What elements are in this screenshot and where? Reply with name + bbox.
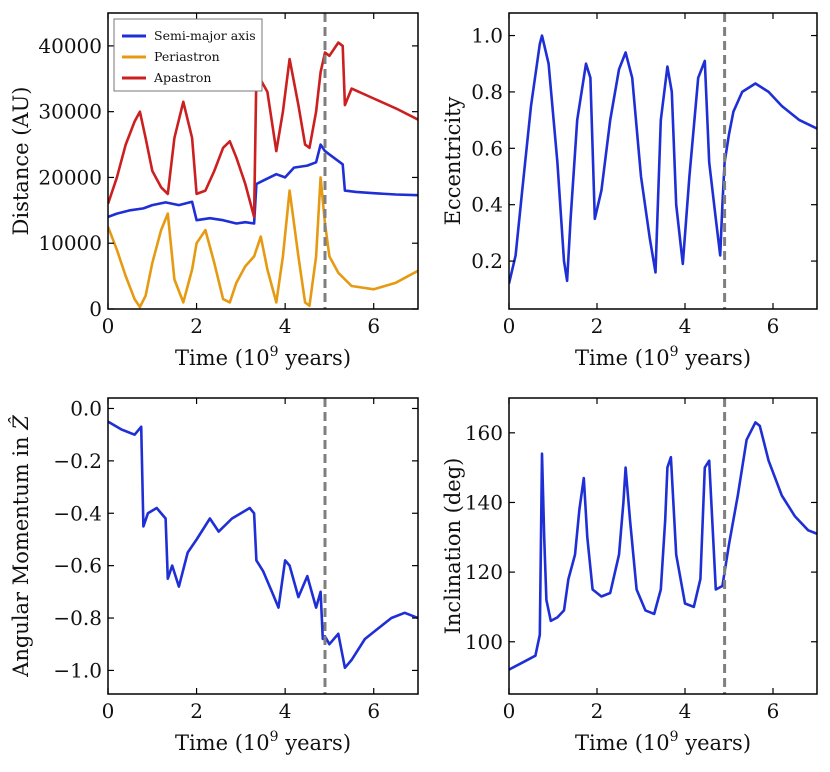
y-tick-label: 140 [465, 490, 503, 514]
x-axis-label: Time (109 years) [575, 344, 751, 370]
y-tick-label: −1.0 [53, 658, 102, 682]
y-tick-label: 100 [465, 630, 503, 654]
y-tick-label: 10000 [38, 231, 102, 255]
x-tick-label: 4 [679, 699, 692, 723]
legend-label-apastron: Apastron [153, 70, 211, 85]
plot-area-angular-momentum [108, 420, 418, 670]
x-axis-label-tail: years) [279, 346, 352, 370]
y-axis-label: Eccentricity [441, 96, 465, 225]
legend: Semi-major axis Periastron Apastron [113, 18, 263, 92]
panel-inclination: 0 2 4 6 100 120 140 160 Time (109 years) Inclin… [441, 397, 818, 755]
y-axis-label: Angular Momentum in Ẑ [9, 415, 33, 678]
legend-label-semi-major: Semi-major axis [154, 28, 256, 43]
x-axis-label-exponent: 9 [270, 344, 279, 360]
x-axis-label-tail: years) [679, 731, 752, 755]
ticks-distance: 0 2 4 6 0 10000 20000 30000 40000 [38, 13, 418, 338]
axes-frame-eccentricity [508, 12, 818, 310]
x-axis-label-tail: years) [279, 731, 352, 755]
y-tick-label: 0.0 [70, 396, 102, 420]
y-tick-label: −0.4 [53, 501, 102, 525]
x-axis-label-exponent: 9 [270, 729, 279, 745]
ticks-inclination: 0 2 4 6 100 120 140 160 [465, 398, 817, 723]
plot-area-inclination [509, 421, 817, 671]
ticks-angular-momentum: 0 2 4 6 0.0 −0.2 −0.4 −0.6 −0.8 −1.0 [53, 396, 418, 723]
y-axis-label: Distance (AU) [9, 87, 33, 236]
x-axis-label: Time (109 years) [175, 344, 351, 370]
y-tick-label: 160 [465, 421, 503, 445]
x-axis-label-exponent: 9 [670, 729, 679, 745]
x-tick-label: 0 [503, 314, 516, 338]
x-axis-label-text: Time (10 [175, 346, 270, 370]
x-tick-label: 0 [503, 699, 516, 723]
y-tick-label: 1.0 [471, 24, 503, 48]
x-axis-label-text: Time (10 [575, 731, 670, 755]
x-tick-label: 2 [190, 314, 203, 338]
panel-angular-momentum: 0 2 4 6 0.0 −0.2 −0.4 −0.6 −0.8 −1.0 Time (109 ye… [9, 396, 419, 755]
panel-eccentricity: 0 2 4 6 0.2 0.4 0.6 0.8 1.0 Time (109 years) Ecc… [441, 12, 818, 370]
x-axis-label: Time (109 years) [175, 729, 351, 755]
y-tick-label: 0.2 [471, 249, 503, 273]
y-tick-label: −0.2 [53, 449, 102, 473]
x-tick-label: 6 [367, 699, 380, 723]
x-tick-label: 2 [591, 314, 604, 338]
series-line-semi-major-axis [108, 143, 418, 225]
plot-area-eccentricity [509, 34, 817, 284]
x-tick-label: 2 [591, 699, 604, 723]
x-axis-label-exponent: 9 [670, 344, 679, 360]
x-tick-label: 6 [767, 699, 780, 723]
y-tick-label: −0.6 [53, 554, 102, 578]
axes-frame-angular-momentum [107, 397, 419, 695]
x-tick-label: 2 [190, 699, 203, 723]
y-tick-label: 20000 [38, 165, 102, 189]
axes-frame-inclination [508, 397, 818, 695]
x-tick-label: 4 [679, 314, 692, 338]
x-tick-label: 4 [279, 314, 292, 338]
y-tick-label: 120 [465, 560, 503, 584]
y-axis-label: Inclination (deg) [441, 458, 465, 635]
y-tick-label: 0.4 [471, 193, 503, 217]
x-tick-label: 6 [767, 314, 780, 338]
ticks-eccentricity: 0 2 4 6 0.2 0.4 0.6 0.8 1.0 [471, 13, 817, 338]
series-line-eccentricity [509, 34, 817, 284]
x-tick-label: 0 [102, 699, 115, 723]
legend-label-periastron: Periastron [154, 49, 220, 64]
series-line-angular-momentum [108, 420, 418, 670]
x-axis-label-text: Time (10 [175, 731, 270, 755]
x-tick-label: 0 [102, 314, 115, 338]
x-tick-label: 6 [367, 314, 380, 338]
y-axis-label-symbol: Ẑ [9, 415, 33, 431]
x-axis-label: Time (109 years) [575, 729, 751, 755]
x-axis-label-text: Time (10 [575, 346, 670, 370]
panel-distance: 0 2 4 6 0 10000 20000 30000 40000 Semi-major axi… [9, 12, 419, 370]
series-line-inclination [509, 421, 817, 671]
series-line-periastron [108, 176, 418, 309]
y-tick-label: 40000 [38, 34, 102, 58]
y-tick-label: 30000 [38, 100, 102, 124]
x-tick-label: 4 [279, 699, 292, 723]
y-tick-label: −0.8 [53, 606, 102, 630]
y-axis-label-text: Angular Momentum in [9, 430, 33, 678]
axes-frame-distance [107, 12, 419, 310]
series-line-apastron [108, 41, 418, 219]
y-tick-label: 0.6 [471, 136, 503, 160]
y-tick-label: 0 [89, 297, 102, 321]
y-tick-label: 0.8 [471, 80, 503, 104]
x-axis-label-tail: years) [679, 346, 752, 370]
